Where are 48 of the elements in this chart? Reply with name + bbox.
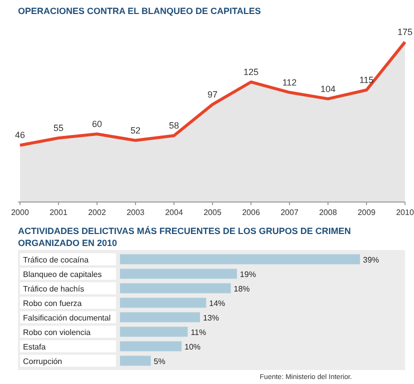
y-tick-label: Tráfico de hachís bbox=[23, 284, 84, 294]
bar bbox=[120, 356, 151, 366]
y-tick-label: Corrupción bbox=[23, 356, 62, 366]
x-tick-label: 2001 bbox=[50, 208, 68, 217]
x-tick-label: 2005 bbox=[204, 208, 222, 217]
data-label: 5% bbox=[154, 356, 166, 366]
bar bbox=[120, 268, 237, 279]
data-label: 60 bbox=[92, 119, 102, 130]
data-label: 19% bbox=[240, 270, 256, 279]
y-tick-label: Falsificación documental bbox=[23, 313, 111, 322]
x-tick-label: 2004 bbox=[165, 208, 184, 217]
x-tick-label: 2003 bbox=[126, 208, 145, 217]
bar bbox=[120, 341, 182, 352]
x-tick-label: 2010 bbox=[396, 208, 414, 217]
y-tick-label: Robo con violencia bbox=[23, 328, 92, 337]
y-tick-label: Estafa bbox=[23, 342, 46, 352]
data-label: 175 bbox=[397, 27, 413, 37]
x-tick-label: 2008 bbox=[319, 208, 338, 217]
data-label: 52 bbox=[130, 125, 141, 136]
bar bbox=[120, 298, 206, 308]
x-tick-label: 2006 bbox=[242, 208, 260, 217]
y-tick-label: Robo con fuerza bbox=[23, 298, 82, 308]
data-label: 13% bbox=[203, 313, 220, 322]
data-label: 18% bbox=[234, 284, 250, 294]
y-tick-label: Tráfico de cocaína bbox=[23, 255, 90, 264]
chart-title: ACTIVIDADES DELICTIVAS MÁS FRECUENTES DE LOS GRUPOS DE CRIMEN ORGANIZADO EN 2010 bbox=[18, 226, 351, 248]
data-label: 112 bbox=[282, 77, 297, 88]
x-tick-label: 2007 bbox=[280, 208, 299, 217]
bar bbox=[120, 326, 188, 337]
x-tick-label: 2000 bbox=[11, 208, 30, 217]
data-label: 104 bbox=[320, 84, 336, 94]
bar bbox=[120, 312, 200, 322]
data-label: 97 bbox=[207, 89, 218, 100]
data-label: 46 bbox=[14, 130, 26, 140]
data-label: 14% bbox=[209, 298, 226, 308]
data-label: 58 bbox=[168, 120, 180, 131]
bar bbox=[120, 283, 231, 294]
data-label: 39% bbox=[363, 255, 380, 264]
bar bbox=[120, 254, 360, 264]
data-label: 55 bbox=[53, 123, 64, 134]
x-tick-label: 2002 bbox=[88, 208, 106, 217]
chart-title: OPERACIONES CONTRA EL BLANQUEO DE CAPITALES bbox=[18, 6, 261, 16]
data-label: 11% bbox=[190, 328, 206, 337]
data-label: 10% bbox=[184, 342, 201, 352]
data-label: 115 bbox=[359, 75, 374, 86]
x-tick-label: 2009 bbox=[358, 208, 376, 217]
y-tick-label: Blanqueo de capitales bbox=[23, 270, 102, 279]
data-label: 125 bbox=[243, 67, 259, 78]
